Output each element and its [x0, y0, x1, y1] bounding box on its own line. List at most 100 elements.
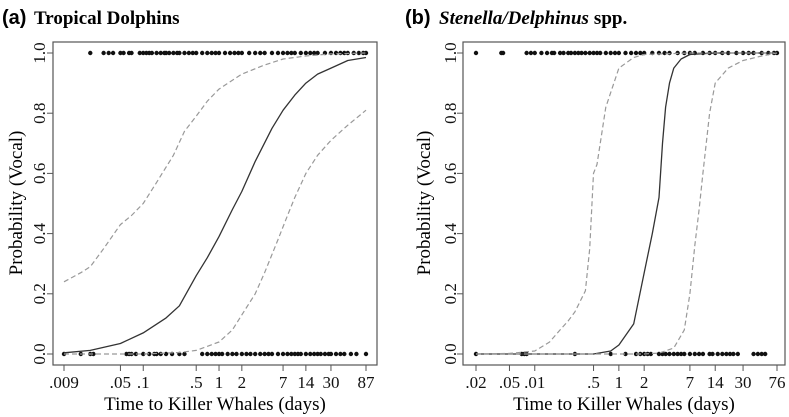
x-tick-label: 14 — [707, 373, 725, 392]
observation-point-silent — [158, 351, 163, 357]
observation-point-vocal — [583, 50, 588, 56]
observation-point-vocal — [262, 50, 267, 56]
observation-point-vocal — [289, 50, 294, 56]
observation-point-silent — [163, 351, 169, 357]
observation-point-vocal — [363, 50, 369, 56]
observation-point-silent — [322, 351, 328, 357]
observation-point-vocal — [579, 50, 584, 56]
observation-point-vocal — [213, 50, 218, 56]
observation-point-vocal — [539, 50, 544, 56]
observation-point-silent — [735, 351, 741, 357]
observation-point-vocal — [591, 50, 596, 56]
observation-point-vocal — [576, 50, 581, 56]
observation-point-silent — [234, 351, 239, 357]
observation-point-silent — [266, 351, 271, 357]
x-tick-label: 7 — [279, 373, 288, 392]
y-axis-label: Probability (Vocal) — [414, 131, 435, 276]
y-tick-label: 0.0 — [441, 343, 460, 364]
y-tick-label: 0.2 — [30, 283, 49, 304]
observation-point-vocal — [285, 50, 290, 56]
observation-point-vocal — [121, 50, 126, 56]
observation-point-silent — [292, 351, 298, 357]
observation-point-vocal — [236, 50, 241, 56]
observation-point-vocal — [594, 50, 600, 56]
observation-point-silent — [219, 351, 225, 357]
observation-point-vocal — [275, 50, 281, 56]
lower-ci-curve — [64, 109, 367, 355]
y-tick-label: 0.8 — [441, 103, 460, 124]
observation-point-silent — [338, 351, 343, 357]
observation-point-vocal — [88, 50, 93, 56]
observation-point-vocal — [110, 50, 116, 56]
observation-point-vocal — [222, 50, 228, 56]
observation-point-vocal — [252, 50, 258, 56]
observation-point-silent — [298, 351, 304, 357]
observation-point-vocal — [572, 50, 578, 56]
panel-label: (b) — [405, 7, 431, 29]
observation-point-vocal — [106, 50, 111, 56]
y-tick-label: 0.6 — [441, 163, 460, 184]
observation-point-silent — [289, 351, 294, 357]
observation-point-vocal — [303, 50, 309, 56]
observation-point-silent — [333, 351, 339, 357]
x-tick-label: .1 — [137, 373, 150, 392]
y-tick-label: 0.4 — [30, 222, 49, 244]
x-axis-label: Time to Killer Whales (days) — [513, 394, 735, 415]
observation-point-vocal — [149, 50, 155, 56]
x-tick-label: 30 — [735, 373, 752, 392]
observation-point-silent — [230, 351, 235, 357]
observation-point-vocal — [209, 50, 214, 56]
observation-point-vocal — [587, 50, 592, 56]
y-tick-label: 1.0 — [30, 42, 49, 63]
observation-point-silent — [348, 351, 354, 357]
observation-point-vocal — [182, 50, 187, 56]
x-tick-label: .02 — [465, 373, 486, 392]
observation-point-vocal — [557, 50, 563, 56]
observation-point-vocal — [141, 50, 146, 56]
observation-point-vocal — [551, 50, 557, 56]
observation-point-silent — [252, 351, 258, 357]
observation-point-silent — [678, 351, 684, 357]
observation-point-silent — [328, 351, 334, 357]
observation-point-silent — [675, 351, 680, 357]
observation-point-vocal — [667, 50, 672, 56]
observation-point-silent — [205, 351, 210, 357]
observation-point-vocal — [638, 50, 643, 56]
observation-point-silent — [608, 351, 613, 357]
observation-point-silent — [648, 351, 654, 357]
observation-point-vocal — [166, 50, 172, 56]
observation-point-silent — [285, 351, 290, 357]
plot-frame — [462, 41, 786, 366]
observation-point-vocal — [280, 50, 286, 56]
observation-point-silent — [258, 351, 263, 357]
observation-point-silent — [710, 351, 715, 357]
observation-point-silent — [667, 351, 672, 357]
x-tick-label: .01 — [524, 373, 545, 392]
observation-point-silent — [248, 351, 253, 357]
observation-point-silent — [727, 351, 733, 357]
x-tick-label: 14 — [297, 373, 315, 392]
y-tick-label: 0.0 — [30, 343, 49, 364]
observation-point-silent — [209, 351, 214, 357]
chart-title-italic: Stenella/Delphinus — [439, 8, 589, 29]
panel-a: (a) Tropical Dolphins Time to Killer Wha… — [2, 7, 378, 415]
y-tick-label: 0.8 — [30, 103, 49, 124]
observation-point-vocal — [186, 50, 192, 56]
x-tick-label: 76 — [769, 373, 786, 392]
x-tick-label: .5 — [587, 373, 600, 392]
observation-point-vocal — [269, 50, 275, 56]
observation-point-silent — [354, 351, 359, 357]
observation-point-vocal — [633, 50, 639, 56]
y-tick-label: 1.0 — [441, 42, 460, 63]
observation-point-silent — [269, 351, 275, 357]
observation-point-vocal — [194, 50, 199, 56]
observation-point-vocal — [532, 50, 537, 56]
observation-point-silent — [692, 351, 697, 357]
observation-point-vocal — [623, 50, 628, 56]
observation-point-silent — [141, 351, 146, 357]
observation-point-vocal — [568, 50, 574, 56]
observation-point-silent — [275, 351, 281, 357]
observation-point-vocal — [190, 50, 195, 56]
x-tick-label: 7 — [686, 373, 695, 392]
